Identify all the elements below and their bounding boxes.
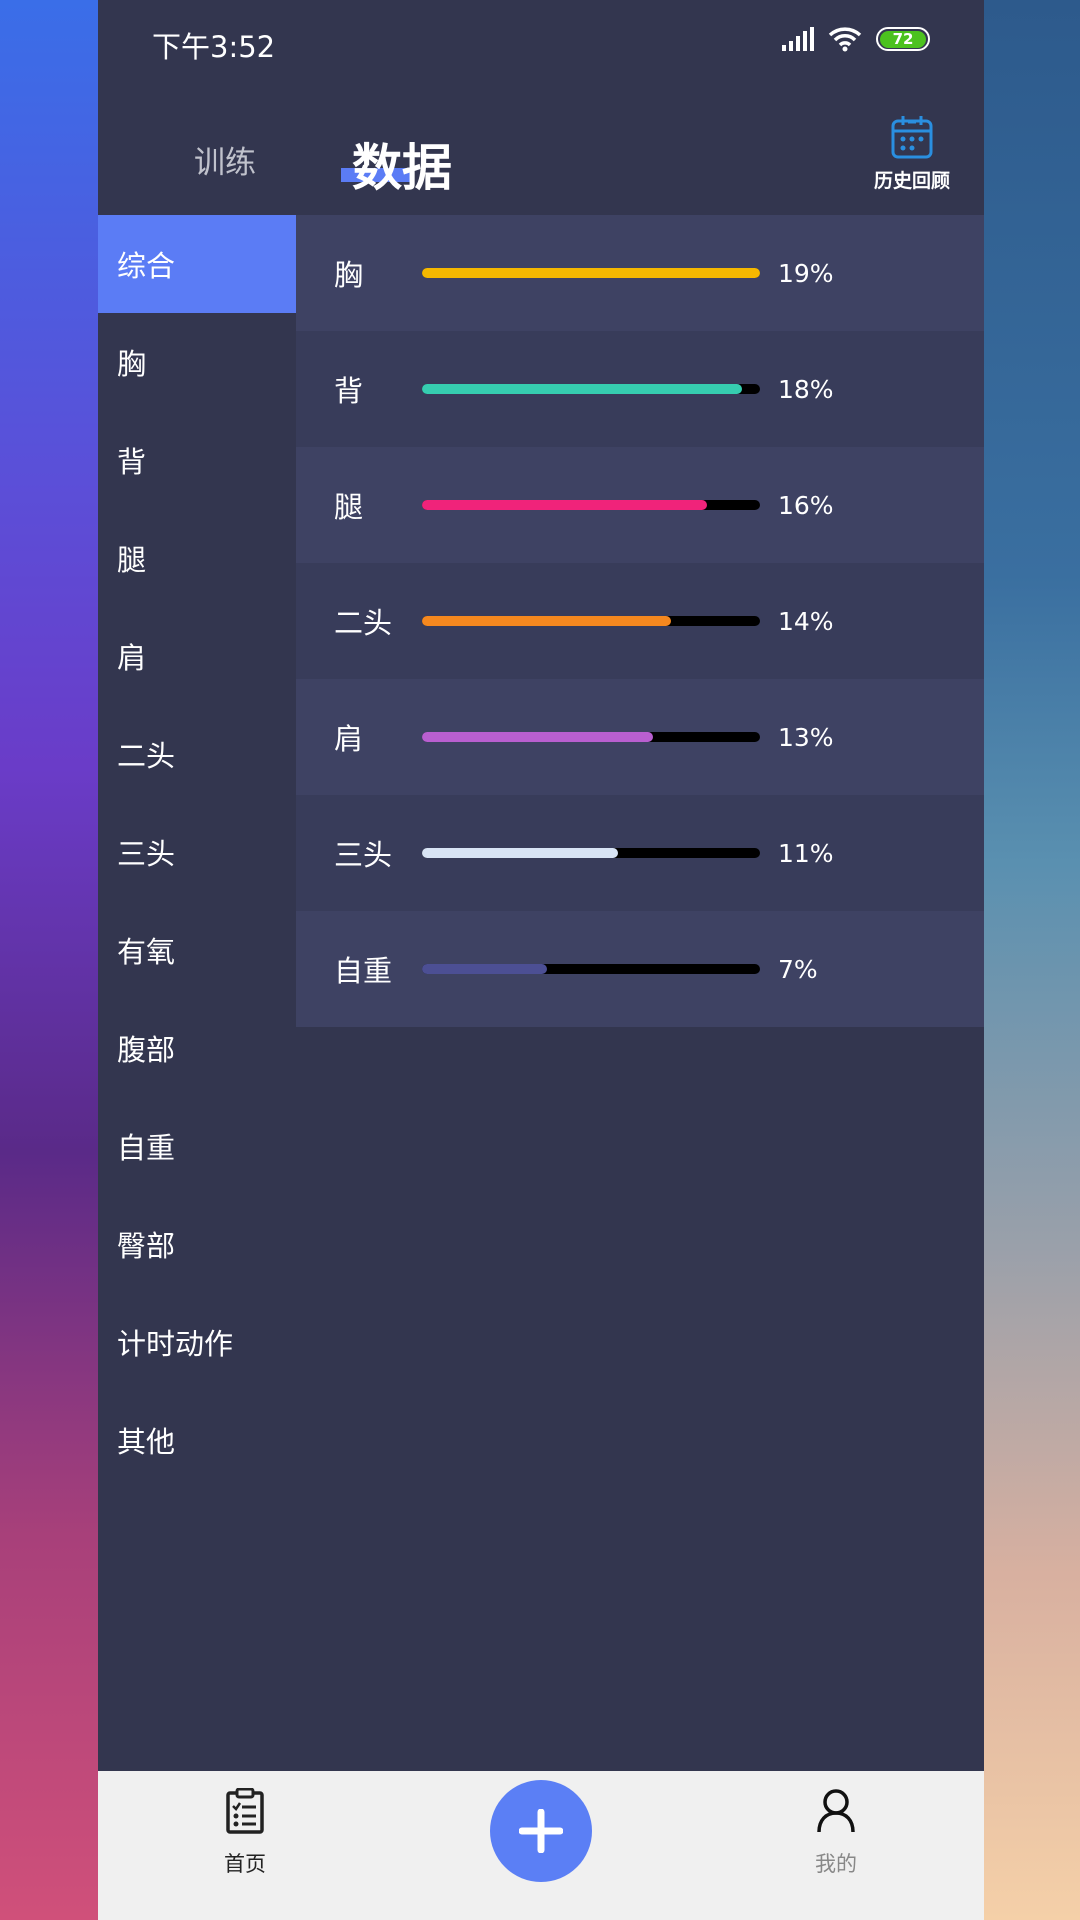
stat-percent: 16% [778, 490, 834, 520]
sidebar-item-bodyweight[interactable]: 自重 [117, 1131, 176, 1165]
stat-bar-fill [422, 268, 760, 278]
stat-row: 三头 11% [296, 795, 984, 911]
stat-bar-fill [422, 732, 654, 742]
stat-bar-track [422, 268, 760, 278]
history-review-button[interactable]: 历史回顾 [874, 114, 950, 193]
nav-me-label: 我的 [815, 1852, 857, 1876]
clipboard-list-icon [226, 1788, 264, 1834]
stat-row: 自重 7% [296, 911, 984, 1027]
stat-percent: 19% [778, 258, 834, 288]
stat-label: 背 [334, 374, 364, 408]
add-button[interactable] [490, 1780, 592, 1882]
tab-data[interactable]: 数据 [352, 139, 452, 197]
battery-level: 72 [880, 30, 926, 48]
stat-row: 背 18% [296, 331, 984, 447]
category-sidebar: 综合 胸 背 腿 肩 二头 三头 有氧 腹部 自重 臀部 计时动作 其他 [98, 215, 296, 1489]
sidebar-item-glutes[interactable]: 臀部 [117, 1229, 176, 1263]
stat-label: 自重 [334, 954, 393, 988]
sidebar-item-overall[interactable]: 综合 [98, 215, 296, 313]
stat-bar-fill [422, 500, 707, 510]
stat-bar-track [422, 616, 760, 626]
stat-label: 二头 [334, 606, 393, 640]
sidebar-item-legs[interactable]: 腿 [117, 543, 147, 577]
sidebar-item-cardio[interactable]: 有氧 [117, 935, 176, 969]
stat-bar-track [422, 732, 760, 742]
stat-row: 肩 13% [296, 679, 984, 795]
app-screen: 下午3:52 72 训练 数据 历史回顾 综合 胸 背 腿 肩 二头 三头 有氧… [98, 0, 984, 1920]
sidebar-item-back[interactable]: 背 [117, 445, 147, 479]
stat-bar-track [422, 500, 760, 510]
active-tab-indicator [341, 168, 411, 182]
status-time: 下午3:52 [152, 30, 276, 64]
sidebar-item-biceps[interactable]: 二头 [117, 739, 176, 773]
sidebar-item-timed[interactable]: 计时动作 [117, 1327, 234, 1361]
stat-bar-track [422, 848, 760, 858]
stat-percent: 11% [778, 838, 834, 868]
user-icon [817, 1789, 855, 1833]
history-review-label: 历史回顾 [873, 170, 950, 192]
stat-label: 肩 [334, 722, 364, 756]
nav-me[interactable]: 我的 [776, 1788, 896, 1878]
stat-row: 二头 14% [296, 563, 984, 679]
stats-list: 胸 19% 背 18% 腿 16% 二头 14% 肩 13% 三头 11% 自重 7% [296, 215, 984, 1027]
stat-row: 胸 19% [296, 215, 984, 331]
bottom-nav: 首页 我的 [98, 1771, 984, 1920]
stat-bar-fill [422, 964, 547, 974]
sidebar-item-triceps[interactable]: 三头 [117, 837, 176, 871]
wallpaper-right [984, 0, 1080, 1920]
stat-percent: 14% [778, 606, 834, 636]
sidebar-item-abs[interactable]: 腹部 [117, 1033, 176, 1067]
sidebar-item-other[interactable]: 其他 [117, 1425, 176, 1459]
wifi-icon [828, 27, 862, 52]
calendar-icon [891, 116, 933, 159]
battery-icon: 72 [876, 27, 930, 51]
stat-bar-track [422, 384, 760, 394]
sidebar-item-chest[interactable]: 胸 [117, 347, 147, 381]
tab-train[interactable]: 训练 [194, 145, 256, 181]
wallpaper-left [0, 0, 98, 1920]
stat-percent: 7% [778, 954, 818, 984]
stat-label: 三头 [334, 838, 393, 872]
stat-bar-fill [422, 384, 743, 394]
status-icons: 72 [782, 26, 930, 52]
stat-percent: 13% [778, 722, 834, 752]
plus-icon [519, 1809, 563, 1853]
nav-home-label: 首页 [224, 1852, 266, 1876]
stat-bar-track [422, 964, 760, 974]
stat-label: 腿 [334, 490, 364, 524]
stat-row: 腿 16% [296, 447, 984, 563]
stat-percent: 18% [778, 374, 834, 404]
stat-label: 胸 [334, 258, 364, 292]
stat-bar-fill [422, 848, 618, 858]
nav-home[interactable]: 首页 [185, 1788, 305, 1878]
signal-icon [782, 27, 814, 51]
sidebar-item-shoulders[interactable]: 肩 [117, 641, 147, 675]
stat-bar-fill [422, 616, 672, 626]
